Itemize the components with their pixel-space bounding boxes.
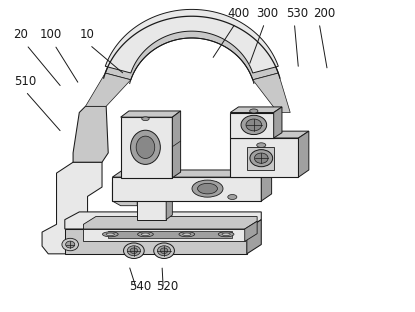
- Ellipse shape: [142, 233, 149, 236]
- Ellipse shape: [218, 232, 234, 237]
- Polygon shape: [253, 73, 290, 113]
- Ellipse shape: [103, 232, 118, 237]
- Polygon shape: [261, 170, 271, 201]
- Ellipse shape: [254, 153, 268, 163]
- Polygon shape: [230, 138, 298, 177]
- Polygon shape: [42, 162, 102, 254]
- Ellipse shape: [138, 232, 153, 237]
- Ellipse shape: [198, 183, 217, 194]
- Ellipse shape: [228, 194, 237, 199]
- Polygon shape: [137, 173, 172, 178]
- Text: 100: 100: [40, 28, 62, 41]
- Polygon shape: [112, 178, 137, 206]
- Ellipse shape: [157, 246, 171, 256]
- Ellipse shape: [136, 136, 155, 158]
- Ellipse shape: [250, 109, 258, 113]
- Polygon shape: [298, 131, 309, 177]
- Polygon shape: [230, 131, 309, 138]
- Ellipse shape: [124, 243, 144, 259]
- Polygon shape: [121, 117, 172, 178]
- Polygon shape: [245, 221, 257, 241]
- Text: 300: 300: [256, 7, 278, 20]
- Polygon shape: [166, 173, 172, 220]
- Polygon shape: [121, 111, 181, 117]
- Text: 530: 530: [286, 7, 308, 20]
- Text: 510: 510: [14, 75, 36, 88]
- Ellipse shape: [131, 130, 160, 164]
- Polygon shape: [247, 220, 261, 254]
- Polygon shape: [83, 217, 257, 229]
- Ellipse shape: [183, 233, 191, 236]
- Polygon shape: [83, 229, 245, 241]
- Polygon shape: [65, 229, 247, 254]
- Ellipse shape: [62, 238, 78, 251]
- Ellipse shape: [130, 248, 138, 254]
- Polygon shape: [112, 177, 261, 201]
- Text: 540: 540: [129, 280, 151, 293]
- Text: 20: 20: [13, 28, 28, 41]
- Polygon shape: [73, 106, 108, 162]
- Ellipse shape: [142, 117, 149, 121]
- Ellipse shape: [246, 119, 262, 131]
- Text: 520: 520: [156, 280, 178, 293]
- Ellipse shape: [179, 232, 195, 237]
- Polygon shape: [247, 147, 273, 170]
- Polygon shape: [230, 107, 282, 113]
- Polygon shape: [273, 107, 282, 138]
- Polygon shape: [137, 178, 166, 220]
- Polygon shape: [105, 16, 278, 80]
- Polygon shape: [65, 212, 261, 229]
- Text: 10: 10: [79, 28, 94, 41]
- Ellipse shape: [192, 180, 223, 197]
- Ellipse shape: [257, 143, 266, 148]
- Ellipse shape: [160, 248, 168, 254]
- Ellipse shape: [241, 115, 267, 134]
- Ellipse shape: [154, 243, 174, 259]
- Polygon shape: [85, 73, 131, 106]
- Ellipse shape: [250, 150, 273, 167]
- Polygon shape: [230, 113, 273, 138]
- Ellipse shape: [222, 233, 230, 236]
- Polygon shape: [105, 9, 278, 73]
- Ellipse shape: [106, 233, 115, 236]
- Polygon shape: [112, 170, 271, 177]
- Ellipse shape: [66, 241, 75, 248]
- Polygon shape: [108, 231, 232, 238]
- Ellipse shape: [127, 246, 141, 256]
- Text: 400: 400: [227, 7, 249, 20]
- Polygon shape: [172, 111, 181, 178]
- Text: 200: 200: [313, 7, 335, 20]
